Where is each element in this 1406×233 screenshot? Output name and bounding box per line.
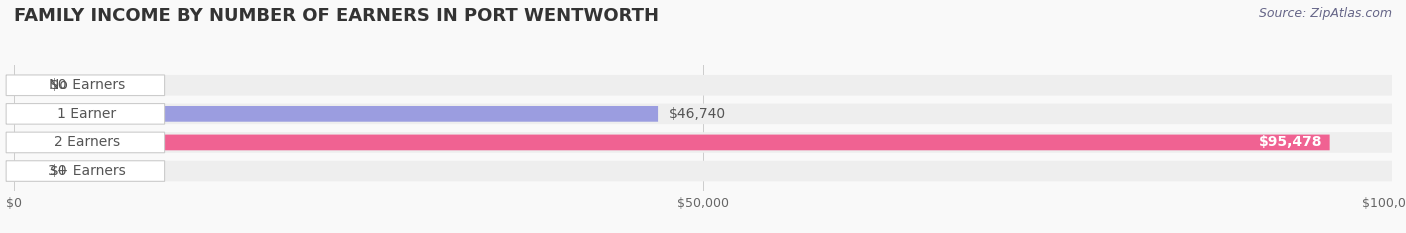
Text: Source: ZipAtlas.com: Source: ZipAtlas.com xyxy=(1258,7,1392,20)
FancyBboxPatch shape xyxy=(14,161,1392,181)
FancyBboxPatch shape xyxy=(6,161,165,181)
FancyBboxPatch shape xyxy=(6,132,165,153)
FancyBboxPatch shape xyxy=(14,103,1392,124)
Text: No Earners: No Earners xyxy=(49,78,125,92)
Text: $0: $0 xyxy=(49,164,67,178)
Text: 1 Earner: 1 Earner xyxy=(58,107,117,121)
FancyBboxPatch shape xyxy=(14,106,658,122)
Text: $46,740: $46,740 xyxy=(669,107,727,121)
FancyBboxPatch shape xyxy=(14,163,39,179)
FancyBboxPatch shape xyxy=(14,75,1392,96)
FancyBboxPatch shape xyxy=(14,135,1330,150)
Text: $95,478: $95,478 xyxy=(1260,135,1323,149)
FancyBboxPatch shape xyxy=(14,132,1392,153)
FancyBboxPatch shape xyxy=(6,103,165,124)
Text: 2 Earners: 2 Earners xyxy=(53,135,120,149)
FancyBboxPatch shape xyxy=(14,77,39,93)
Text: FAMILY INCOME BY NUMBER OF EARNERS IN PORT WENTWORTH: FAMILY INCOME BY NUMBER OF EARNERS IN PO… xyxy=(14,7,659,25)
Text: $0: $0 xyxy=(49,78,67,92)
FancyBboxPatch shape xyxy=(6,75,165,96)
Text: 3+ Earners: 3+ Earners xyxy=(48,164,125,178)
